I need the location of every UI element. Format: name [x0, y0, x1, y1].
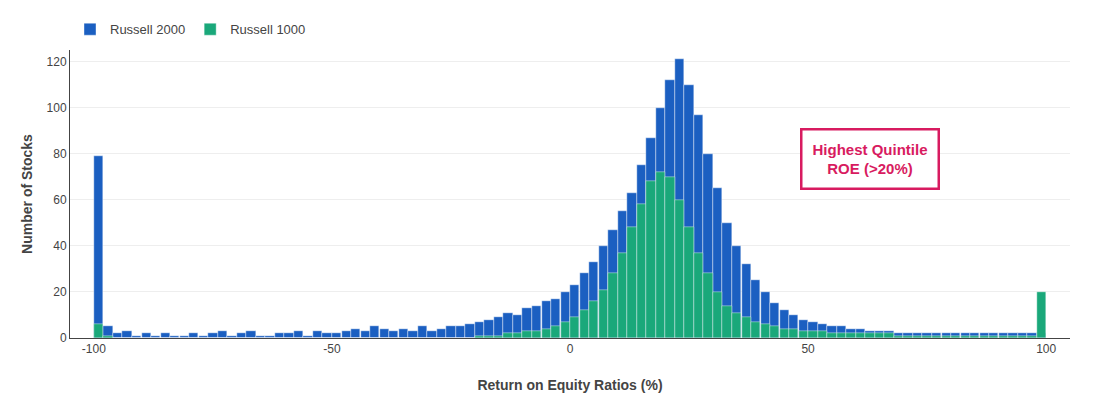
svg-text:Russell 1000: Russell 1000 [230, 22, 305, 37]
svg-text:Return on Equity Ratios (%): Return on Equity Ratios (%) [477, 377, 662, 393]
svg-text:-50: -50 [323, 342, 341, 356]
svg-text:100: 100 [1036, 342, 1056, 356]
svg-text:Highest QuintileROE (>20%): Highest QuintileROE (>20%) [813, 141, 928, 178]
svg-text:50: 50 [801, 342, 815, 356]
svg-text:Number of Stocks: Number of Stocks [19, 134, 35, 254]
svg-text:20: 20 [53, 285, 67, 299]
svg-text:0: 0 [567, 342, 574, 356]
svg-text:0: 0 [60, 331, 67, 345]
svg-text:100: 100 [47, 101, 67, 115]
svg-text:40: 40 [53, 239, 67, 253]
svg-text:-100: -100 [82, 342, 106, 356]
svg-text:60: 60 [53, 193, 67, 207]
svg-text:Russell 2000: Russell 2000 [110, 22, 185, 37]
svg-text:80: 80 [53, 147, 67, 161]
svg-text:120: 120 [47, 55, 67, 69]
